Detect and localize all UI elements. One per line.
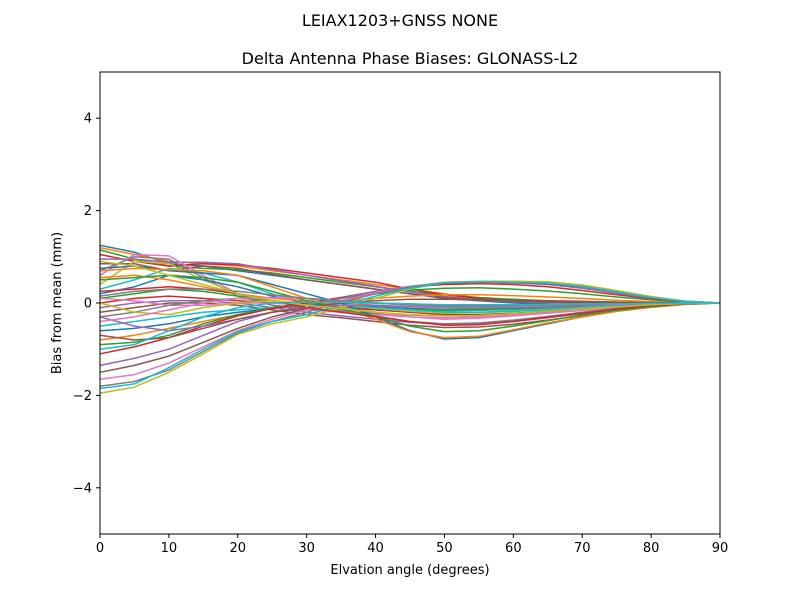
- x-tick-label: 10: [161, 541, 178, 556]
- series-line-6: [100, 262, 720, 304]
- x-tick-label: 40: [367, 541, 384, 556]
- series-line-32: [99, 267, 721, 339]
- series-line-29: [99, 280, 721, 394]
- x-axis-label: Elvation angle (degrees): [330, 563, 489, 578]
- series-line-39: [99, 260, 721, 317]
- x-tick-label: 80: [643, 541, 660, 556]
- x-tick-label: 60: [505, 541, 522, 556]
- series-layer: [99, 244, 721, 394]
- series-line-22: [99, 293, 721, 341]
- chart-suptitle: LEIAX1203+GNSS NONE: [302, 11, 498, 30]
- series-line-23: [99, 287, 721, 346]
- y-tick-label: −4: [73, 481, 92, 496]
- series-line-33: [99, 274, 721, 333]
- x-axis-ticks: 0 10 20 30 40 50 60 70 80 90: [96, 534, 728, 556]
- x-tick-label: 50: [436, 541, 453, 556]
- series-line-17: [99, 297, 721, 320]
- x-tick-label: 0: [96, 541, 104, 556]
- x-tick-label: 20: [230, 541, 247, 556]
- y-tick-label: −2: [73, 389, 92, 404]
- series-line-30: [99, 280, 721, 390]
- y-tick-label: 0: [84, 297, 92, 312]
- x-tick-label: 90: [712, 541, 729, 556]
- x-tick-label: 30: [298, 541, 315, 556]
- x-tick-label: 70: [574, 541, 591, 556]
- chart-title: Delta Antenna Phase Biases: GLONASS-L2: [242, 49, 579, 68]
- y-axis-label: Bias from mean (mm): [50, 232, 65, 374]
- y-tick-label: 4: [84, 112, 92, 127]
- y-tick-label: 2: [84, 204, 92, 219]
- y-axis-ticks: −4 −2 0 2 4: [73, 112, 100, 496]
- series-line-40: [99, 301, 720, 350]
- series-line-36: [99, 298, 720, 341]
